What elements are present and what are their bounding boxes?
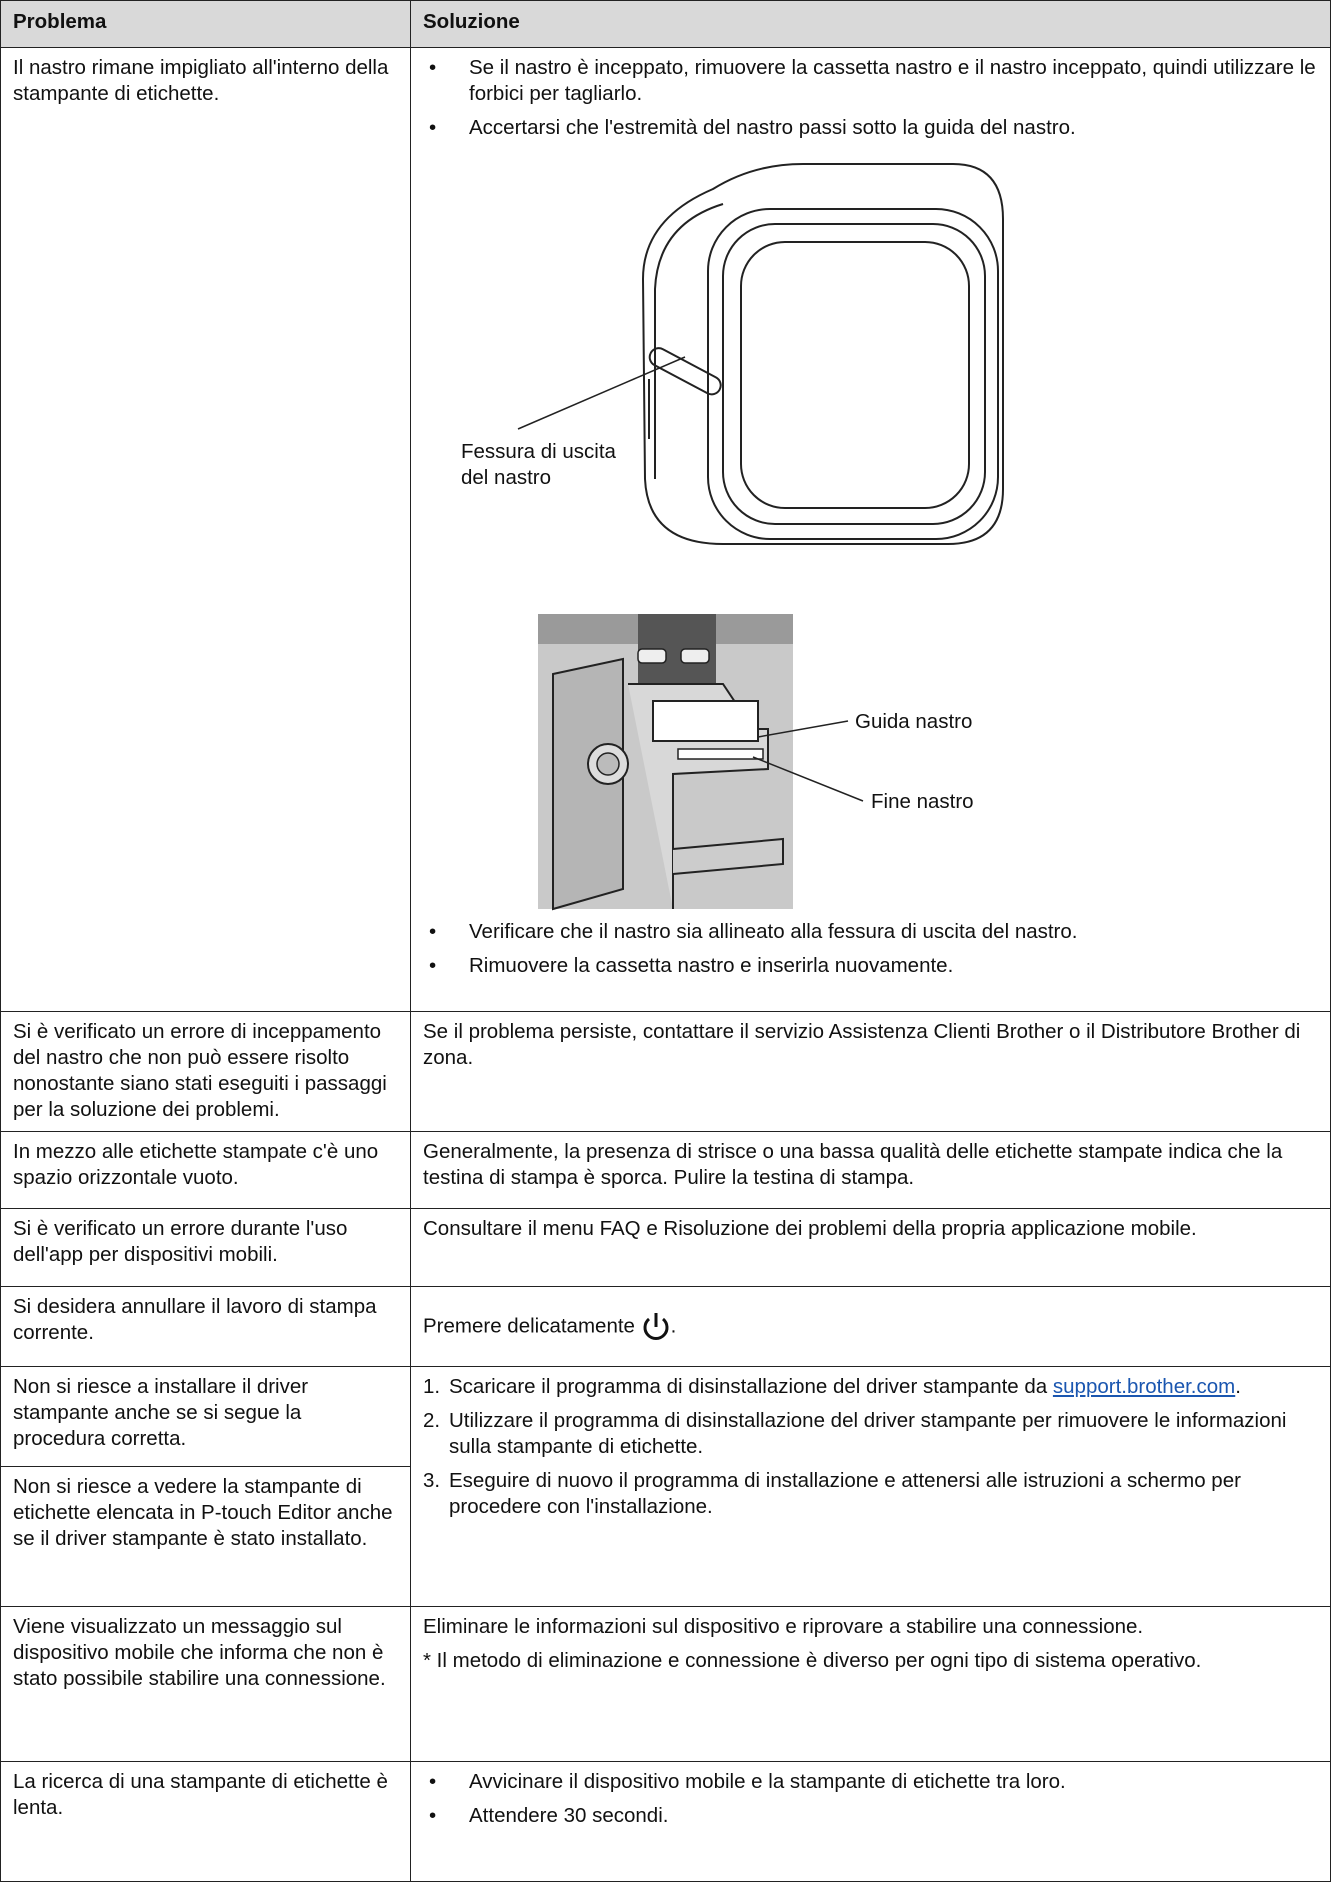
problem-cell: La ricerca di una stampante di etichette… bbox=[0, 1761, 411, 1882]
problem-cell: Si è verificato un errore durante l'uso … bbox=[0, 1208, 411, 1287]
cassette-illustration bbox=[538, 614, 864, 911]
step-text: Utilizzare il programma di disinstallazi… bbox=[449, 1409, 1287, 1458]
solution-cell: Consultare il menu FAQ e Risoluzione dei… bbox=[410, 1208, 1331, 1287]
step-number: 3. bbox=[423, 1469, 441, 1492]
problem-cell: Il nastro rimane impigliato all'interno … bbox=[0, 47, 411, 1012]
row: Viene visualizzato un messaggio sul disp… bbox=[0, 1606, 1331, 1762]
bullet: Accertarsi che l'estremità del nastro pa… bbox=[423, 115, 1318, 141]
note: * Il metodo di eliminazione e connession… bbox=[423, 1649, 1202, 1672]
problem-cell: Si è verificato un errore di inceppament… bbox=[0, 1011, 411, 1132]
solution-cell: 1. Scaricare il programma di disinstallaz… bbox=[410, 1366, 1331, 1607]
figure-label: Fessura di uscita del nastro bbox=[461, 440, 616, 489]
row: Il nastro rimane impigliato all'interno … bbox=[0, 47, 1331, 1012]
bullet: Attendere 30 secondi. bbox=[423, 1803, 1318, 1829]
solution-cell: Eliminare le informazioni sul dispositiv… bbox=[410, 1606, 1331, 1762]
row: Si desidera annullare il lavoro di stamp… bbox=[0, 1286, 1331, 1367]
row: Si è verificato un errore di inceppament… bbox=[0, 1011, 1331, 1132]
solution-cell: Se il problema persiste, contattare il s… bbox=[410, 1011, 1331, 1132]
step-text: Eseguire di nuovo il programma di instal… bbox=[449, 1469, 1241, 1518]
bullet: Verificare che il nastro sia allineato a… bbox=[423, 919, 1318, 945]
printer-figure: Fessura di uscita del nastro bbox=[423, 149, 1323, 589]
figure-label: Guida nastro bbox=[855, 710, 973, 733]
solution-text: Premere delicatamente bbox=[423, 1314, 635, 1338]
bullet: Avvicinare il dispositivo mobile e la st… bbox=[423, 1769, 1318, 1795]
solution-cell: Premere delicatamente . bbox=[410, 1286, 1331, 1367]
solution-cell: Generalmente, la presenza di strisce o u… bbox=[410, 1131, 1331, 1209]
problem-cell: Non si riesce a installare il driver sta… bbox=[0, 1366, 411, 1467]
step-text: Scaricare il programma di disinstallazio… bbox=[449, 1375, 1048, 1398]
solution-cell: Se il nastro è inceppato, rimuovere la c… bbox=[410, 47, 1331, 1012]
step: 3. Eseguire di nuovo il programma di inst… bbox=[423, 1468, 1318, 1520]
problem-cell: In mezzo alle etichette stampate c'è uno… bbox=[0, 1131, 411, 1209]
bullet: Rimuovere la cassetta nastro e inserirla… bbox=[423, 953, 1318, 979]
header-cell: Problema bbox=[0, 0, 411, 48]
step-number: 2. bbox=[423, 1409, 441, 1432]
step-list: 1. Scaricare il programma di disinstallaz… bbox=[423, 1374, 1318, 1520]
row: In mezzo alle etichette stampate c'è uno… bbox=[0, 1131, 1331, 1209]
row: La ricerca di una stampante di etichette… bbox=[0, 1761, 1331, 1882]
row: Non si riesce a vedere la stampante di e… bbox=[0, 1466, 1331, 1607]
solution-text: Eliminare le informazioni sul dispositiv… bbox=[423, 1615, 1144, 1638]
row: Si è verificato un errore durante l'uso … bbox=[0, 1208, 1331, 1287]
header-cell: Soluzione bbox=[410, 0, 1331, 48]
header-row: Problema Soluzione bbox=[0, 0, 1331, 48]
printer-illustration bbox=[517, 163, 1004, 545]
bullet-list: Verificare che il nastro sia allineato a… bbox=[423, 919, 1318, 979]
solution-text: . bbox=[670, 1314, 677, 1338]
solution-cell: Avvicinare il dispositivo mobile e la st… bbox=[410, 1761, 1331, 1882]
step-text: . bbox=[1235, 1375, 1241, 1398]
figure-label: Fine nastro bbox=[871, 790, 974, 813]
problem-cell: Viene visualizzato un messaggio sul disp… bbox=[0, 1606, 411, 1762]
problem-cell: Non si riesce a vedere la stampante di e… bbox=[0, 1466, 411, 1607]
support-link[interactable]: support.brother.com bbox=[1052, 1375, 1236, 1398]
bullet: Se il nastro è inceppato, rimuovere la c… bbox=[423, 55, 1318, 107]
row: Non si riesce a installare il driver sta… bbox=[0, 1366, 1331, 1607]
cassette-figure: Guida nastro Fine nastro bbox=[423, 589, 1323, 919]
step: 1. Scaricare il programma di disinstallaz… bbox=[423, 1374, 1318, 1400]
bullet-list: Avvicinare il dispositivo mobile e la st… bbox=[423, 1769, 1318, 1829]
step: 2. Utilizzare il programma di disinstalla… bbox=[423, 1408, 1318, 1460]
bullet-list: Se il nastro è inceppato, rimuovere la c… bbox=[423, 55, 1318, 141]
power-icon bbox=[643, 1313, 669, 1340]
step-number: 1. bbox=[423, 1375, 441, 1398]
problem-cell: Si desidera annullare il lavoro di stamp… bbox=[0, 1286, 411, 1367]
